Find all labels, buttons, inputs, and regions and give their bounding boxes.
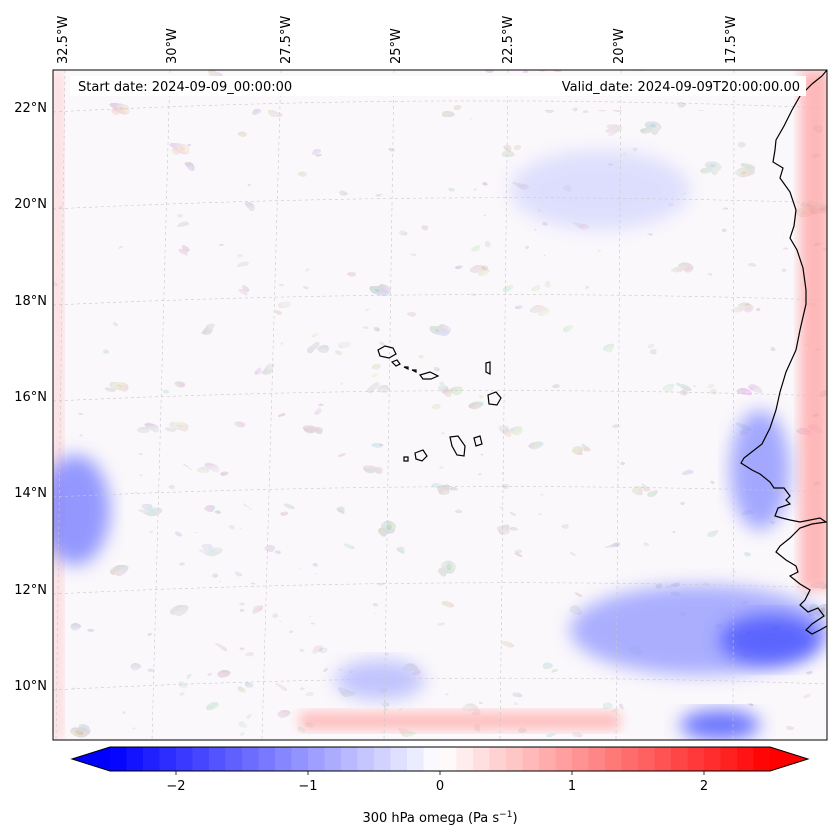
island-sao-vicente	[390, 359, 401, 367]
coastal-blue-patch	[730, 410, 790, 530]
colorbar-segment	[638, 747, 656, 771]
colorbar-segment	[258, 747, 276, 771]
colorbar-segment	[720, 747, 738, 771]
island-maio	[473, 435, 483, 447]
colorbar-segment	[687, 747, 705, 771]
lon-label-30w: 30°W	[165, 28, 180, 64]
colorbar-tick-label: 1	[568, 779, 576, 794]
island-santiago	[449, 435, 466, 457]
colorbar-segment	[357, 747, 375, 771]
colorbar: −2 −1 0 1 2 300 hPa omega (Pa s−1)	[70, 746, 810, 826]
colorbar-segment	[654, 747, 672, 771]
lon-label-20w: 20°W	[612, 28, 627, 64]
lat-label-18n: 18°N	[14, 294, 47, 309]
longitude-labels: 32.5°W 30°W 27.5°W 25°W 22.5°W 20°W 17.5…	[56, 16, 739, 64]
colorbar-segment	[671, 747, 689, 771]
map-plot-area	[53, 70, 827, 740]
colorbar-ticks: −2 −1 0 1 2	[166, 771, 708, 794]
colorbar-segment	[225, 747, 243, 771]
colorbar-segment	[605, 747, 623, 771]
map-frame	[52, 69, 828, 741]
colorbar-segment	[473, 747, 491, 771]
island-sal	[485, 361, 491, 375]
colorbar-segment	[159, 747, 177, 771]
island-raso	[411, 369, 417, 373]
colorbar-segment	[555, 747, 573, 771]
colorbar-segment	[522, 747, 540, 771]
colorbar-segment	[423, 747, 441, 771]
colorbar-segment	[242, 747, 260, 771]
southeast-blue-core	[680, 710, 760, 740]
colorbar-segment	[126, 747, 144, 771]
west-edge-red-strip	[53, 70, 63, 740]
island-brava	[403, 456, 409, 462]
colorbar-segment	[176, 747, 194, 771]
colorbar-segment	[737, 747, 755, 771]
lat-label-14n: 14°N	[14, 486, 47, 501]
island-santo-antao	[377, 345, 397, 359]
island-boa-vista	[487, 391, 502, 406]
start-date-label: Start date: 2024-09-09_00:00:00	[78, 80, 292, 95]
colorbar-segment	[572, 747, 590, 771]
lat-label-22n: 22°N	[14, 101, 47, 116]
colorbar-segment	[621, 747, 639, 771]
latitude-labels: 22°N 20°N 18°N 16°N 14°N 12°N 10°N	[14, 101, 47, 694]
colorbar-segment	[588, 747, 606, 771]
south-blue-patch	[335, 660, 425, 700]
colorbar-segment	[704, 747, 722, 771]
colorbar-outline	[70, 746, 810, 772]
colorbar-segment	[753, 747, 771, 771]
east-edge-red-strip	[800, 70, 827, 590]
lon-label-22-5w: 22.5°W	[501, 16, 516, 64]
colorbar-segment	[506, 747, 524, 771]
header-background	[70, 76, 806, 96]
lat-label-16n: 16°N	[14, 390, 47, 405]
colorbar-tick-label: −1	[298, 779, 317, 794]
colorbar-segment	[192, 747, 210, 771]
lat-label-10n: 10°N	[14, 679, 47, 694]
colorbar-segment	[341, 747, 359, 771]
colorbar-segment	[374, 747, 392, 771]
colorbar-segment	[539, 747, 557, 771]
colorbar-tick-label: 2	[700, 779, 708, 794]
red-speckle-texture	[113, 110, 827, 740]
colorbar-extend-min	[72, 747, 110, 771]
colorbar-segment	[390, 747, 408, 771]
island-fogo	[414, 449, 428, 462]
colorbar-tick-label: 0	[436, 779, 444, 794]
south-red-band	[300, 712, 620, 730]
lon-label-27-5w: 27.5°W	[279, 16, 294, 64]
island-sao-nicolau	[419, 371, 440, 380]
strong-blue-core	[720, 615, 820, 665]
colorbar-extend-max	[770, 747, 808, 771]
lon-label-25w: 25°W	[389, 28, 404, 64]
colorbar-segment	[110, 747, 128, 771]
colorbar-segment	[489, 747, 507, 771]
northeast-blue-patch	[510, 150, 690, 230]
colorbar-segment	[440, 747, 458, 771]
colorbar-segment	[407, 747, 425, 771]
colorbar-segment	[143, 747, 161, 771]
colorbar-segment	[291, 747, 309, 771]
lon-label-32-5w: 32.5°W	[56, 16, 71, 64]
colorbar-segment	[275, 747, 293, 771]
west-blue-patch	[53, 455, 110, 565]
lat-label-20n: 20°N	[14, 197, 47, 212]
cape-verde-islands	[377, 345, 502, 462]
colorbar-segment	[209, 747, 227, 771]
colorbar-label: 300 hPa omega (Pa s−1)	[362, 810, 517, 826]
lat-label-12n: 12°N	[14, 583, 47, 598]
colorbar-segments	[110, 747, 771, 771]
island-santa-luzia	[403, 366, 409, 370]
valid-date-label: Valid_date: 2024-09-09T20:00:00.00	[562, 80, 800, 95]
colorbar-segment	[324, 747, 342, 771]
west-africa-coastline	[740, 70, 827, 635]
colorbar-tick-label: −2	[166, 779, 185, 794]
lon-label-17-5w: 17.5°W	[724, 16, 739, 64]
gridlines	[53, 70, 827, 740]
colorbar-segment	[456, 747, 474, 771]
colorbar-segment	[308, 747, 326, 771]
